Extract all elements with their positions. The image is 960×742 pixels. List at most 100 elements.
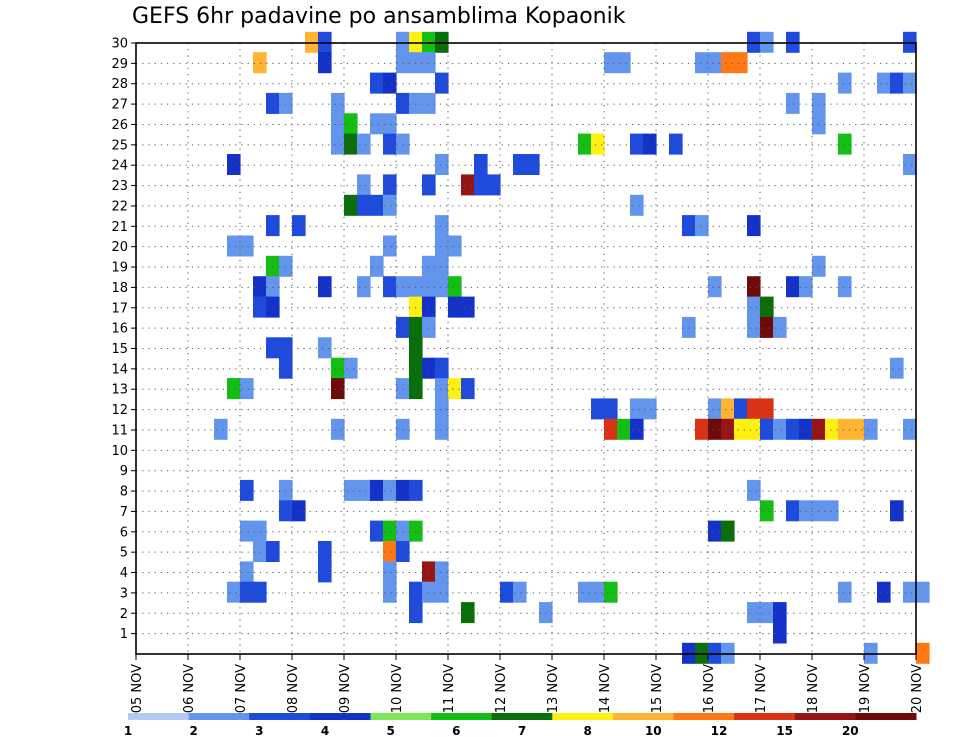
cell — [422, 276, 436, 298]
x-tick-label: 14 NOV — [598, 664, 613, 713]
cell — [227, 235, 241, 257]
cell — [396, 92, 410, 114]
cell — [578, 133, 592, 155]
cell — [357, 479, 371, 501]
colorbar-label: 12 — [711, 724, 728, 738]
cell — [773, 622, 787, 644]
cell — [396, 479, 410, 501]
y-tick-label: 15 — [111, 342, 128, 357]
cell — [812, 500, 826, 522]
y-tick-label: 27 — [111, 98, 128, 113]
colorbar-label: 5 — [387, 724, 395, 738]
cell — [903, 581, 917, 603]
x-tick-label: 05 NOV — [130, 664, 145, 713]
cell — [344, 357, 358, 379]
y-tick-label: 4 — [120, 566, 128, 581]
cell — [812, 255, 826, 277]
cell — [708, 276, 722, 298]
cell — [279, 92, 293, 114]
colorbar-label: 8 — [584, 724, 592, 738]
colorbar-label: 1 — [124, 724, 132, 738]
cell — [448, 276, 462, 298]
cell — [695, 52, 709, 74]
cell — [396, 133, 410, 155]
cell — [266, 276, 280, 298]
colorbar-swatch — [188, 713, 250, 720]
cell — [461, 174, 475, 196]
cell — [253, 541, 267, 562]
cell — [227, 154, 241, 175]
y-tick-label: 2 — [120, 607, 128, 622]
cell — [708, 398, 722, 420]
cell — [461, 378, 475, 400]
cell — [747, 602, 761, 624]
cell — [383, 113, 397, 135]
cell — [734, 52, 748, 74]
cell — [760, 602, 774, 624]
cell — [890, 357, 904, 379]
cell — [240, 235, 254, 257]
colorbar-label: 7 — [518, 724, 526, 738]
cell — [903, 418, 917, 440]
cell — [877, 581, 891, 603]
cell — [318, 541, 332, 562]
cell — [383, 520, 397, 542]
cell — [409, 581, 423, 603]
cell — [890, 500, 904, 522]
y-tick-label: 19 — [111, 261, 128, 276]
cell — [630, 418, 644, 440]
cell — [409, 296, 423, 318]
cell — [383, 276, 397, 298]
colorbar-label: 3 — [255, 724, 263, 738]
cell — [773, 602, 787, 624]
cell — [357, 174, 371, 196]
cell — [916, 642, 930, 664]
cell — [461, 296, 475, 318]
cell — [318, 337, 332, 359]
x-tick-label: 17 NOV — [754, 664, 769, 713]
cell — [409, 276, 423, 298]
x-tick-label: 08 NOV — [286, 664, 301, 713]
cell — [240, 581, 254, 603]
y-tick-label: 18 — [111, 281, 128, 296]
cell — [760, 296, 774, 318]
cell — [266, 541, 280, 562]
cell — [344, 479, 358, 501]
cell — [383, 561, 397, 583]
cell — [643, 398, 657, 420]
cell — [760, 316, 774, 338]
cell — [435, 418, 449, 440]
cell — [916, 581, 930, 603]
y-tick-label: 1 — [120, 627, 128, 642]
x-tick-label: 06 NOV — [182, 664, 197, 713]
x-tick-label: 07 NOV — [234, 664, 249, 713]
cell — [409, 602, 423, 624]
y-tick-label: 14 — [111, 362, 128, 377]
cell — [409, 357, 423, 379]
cell — [526, 154, 540, 175]
cell — [838, 133, 852, 155]
cell — [396, 541, 410, 562]
cell — [344, 113, 358, 135]
cell — [864, 418, 878, 440]
cell — [721, 398, 735, 420]
cell — [409, 520, 423, 542]
cell — [487, 174, 501, 196]
cell — [435, 276, 449, 298]
x-tick-label: 18 NOV — [806, 664, 821, 713]
cell — [266, 92, 280, 114]
cell — [513, 581, 527, 603]
y-tick-label: 24 — [111, 159, 128, 174]
cell — [721, 52, 735, 74]
cell — [747, 316, 761, 338]
colorbar-swatch — [673, 713, 735, 720]
cell — [877, 72, 891, 94]
colorbar-label: 2 — [190, 724, 198, 738]
cell — [370, 479, 384, 501]
cell — [474, 154, 488, 175]
colorbar-swatch — [309, 713, 371, 720]
cell — [695, 215, 709, 237]
cell — [812, 113, 826, 135]
cell — [786, 276, 800, 298]
cell — [682, 215, 696, 237]
